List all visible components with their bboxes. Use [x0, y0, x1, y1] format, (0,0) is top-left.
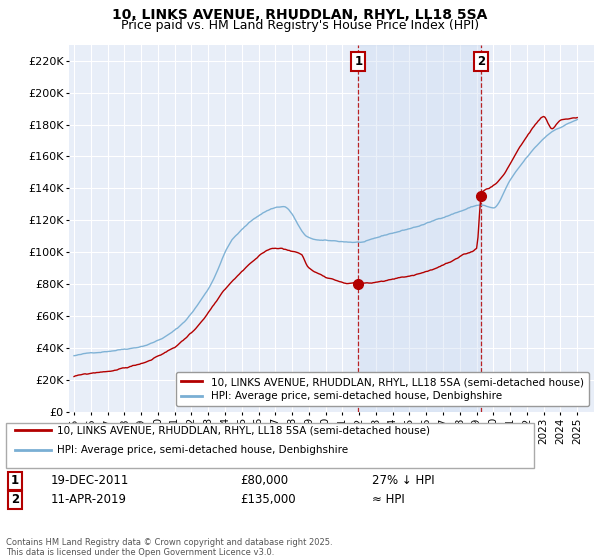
Text: HPI: Average price, semi-detached house, Denbighshire: HPI: Average price, semi-detached house,… [57, 445, 348, 455]
Text: £135,000: £135,000 [240, 493, 296, 506]
Text: 10, LINKS AVENUE, RHUDDLAN, RHYL, LL18 5SA: 10, LINKS AVENUE, RHUDDLAN, RHYL, LL18 5… [112, 8, 488, 22]
Text: 27% ↓ HPI: 27% ↓ HPI [372, 474, 434, 487]
FancyBboxPatch shape [6, 423, 534, 468]
Text: 10, LINKS AVENUE, RHUDDLAN, RHYL, LL18 5SA (semi-detached house): 10, LINKS AVENUE, RHUDDLAN, RHYL, LL18 5… [57, 426, 430, 436]
Text: Contains HM Land Registry data © Crown copyright and database right 2025.
This d: Contains HM Land Registry data © Crown c… [6, 538, 332, 557]
Text: Price paid vs. HM Land Registry's House Price Index (HPI): Price paid vs. HM Land Registry's House … [121, 19, 479, 32]
Text: 11-APR-2019: 11-APR-2019 [51, 493, 127, 506]
Text: 1: 1 [355, 55, 362, 68]
Text: ≈ HPI: ≈ HPI [372, 493, 405, 506]
Text: 2: 2 [478, 55, 485, 68]
Text: 1: 1 [11, 474, 19, 487]
Text: 19-DEC-2011: 19-DEC-2011 [51, 474, 130, 487]
Text: 2: 2 [11, 493, 19, 506]
Bar [358, 45, 481, 412]
Legend: 10, LINKS AVENUE, RHUDDLAN, RHYL, LL18 5SA (semi-detached house), HPI: Average p: 10, LINKS AVENUE, RHUDDLAN, RHYL, LL18 5… [176, 372, 589, 407]
Text: £80,000: £80,000 [240, 474, 288, 487]
